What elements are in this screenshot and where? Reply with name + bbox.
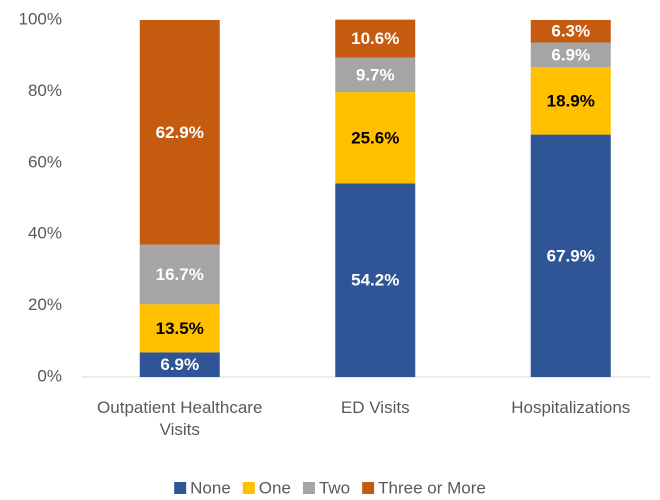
legend-label: One: [259, 478, 291, 497]
y-tick-label: 80%: [28, 81, 62, 100]
bar-segment: [530, 134, 611, 377]
value-label: 6.9%: [551, 45, 590, 64]
bar-segment: [139, 352, 220, 377]
bar-segment: [139, 244, 220, 305]
value-label: 54.2%: [351, 271, 399, 290]
y-tick-label: 20%: [28, 295, 62, 314]
value-label: 18.9%: [547, 91, 595, 110]
x-tick-label: ED Visits: [340, 398, 410, 417]
bar-segment: [139, 20, 220, 245]
y-tick-label: 40%: [28, 224, 62, 243]
bar-segment: [335, 183, 416, 377]
y-tick-label: 100%: [19, 9, 62, 28]
bar-segment: [139, 304, 220, 353]
value-label: 25.6%: [351, 128, 399, 147]
bar-segment: [530, 67, 611, 135]
value-label: 62.9%: [156, 123, 204, 142]
bar-segment: [335, 19, 416, 58]
value-label: 10.6%: [351, 29, 399, 48]
legend-swatch: [302, 482, 315, 494]
value-label: 6.9%: [160, 355, 199, 374]
legend-label: Three or More: [378, 478, 486, 497]
legend-swatch: [174, 482, 187, 494]
value-label: 67.9%: [547, 246, 595, 265]
legend-swatch: [362, 482, 375, 494]
legend-swatch: [242, 482, 255, 494]
x-tick-label: Hospitalizations: [511, 398, 631, 417]
value-label: 9.7%: [356, 65, 395, 84]
bar-segment: [335, 57, 416, 93]
value-label: 13.5%: [156, 319, 204, 338]
value-label: 6.3%: [551, 22, 590, 41]
y-tick-label: 60%: [28, 152, 62, 171]
bar-segment: [530, 20, 611, 43]
y-tick-label: 0%: [37, 366, 62, 385]
legend-label: Two: [319, 478, 350, 497]
bar-segment: [530, 42, 611, 68]
x-tick-label: Outpatient Healthcare Visits: [97, 398, 263, 439]
legend-label: None: [190, 478, 231, 497]
bar-segment: [335, 92, 416, 184]
value-label: 16.7%: [156, 265, 204, 284]
